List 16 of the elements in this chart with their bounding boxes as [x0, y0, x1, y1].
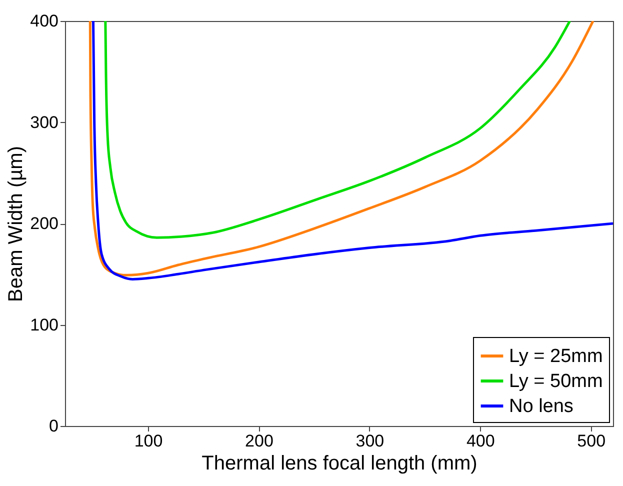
y-tick-label: 100 [30, 315, 58, 334]
legend-label: Ly = 25mm [509, 346, 603, 367]
x-tick-label: 100 [134, 432, 163, 450]
x-axis-title: Thermal lens focal length (mm) [202, 452, 478, 474]
legend-label: Ly = 50mm [509, 371, 603, 392]
y-tick-label: 400 [30, 12, 58, 30]
x-tick-label: 500 [577, 432, 606, 450]
x-tick-label: 200 [245, 432, 274, 450]
y-tick-label: 200 [30, 214, 58, 233]
legend-label: No lens [509, 396, 574, 417]
line-series [104, 21, 572, 239]
y-tick-label: 300 [30, 112, 58, 132]
x-tick-label: 400 [466, 432, 495, 450]
y-tick-label: 0 [49, 416, 58, 436]
x-tick-label: 300 [356, 432, 384, 450]
y-axis-title: Beam Width (µm) [5, 146, 28, 302]
